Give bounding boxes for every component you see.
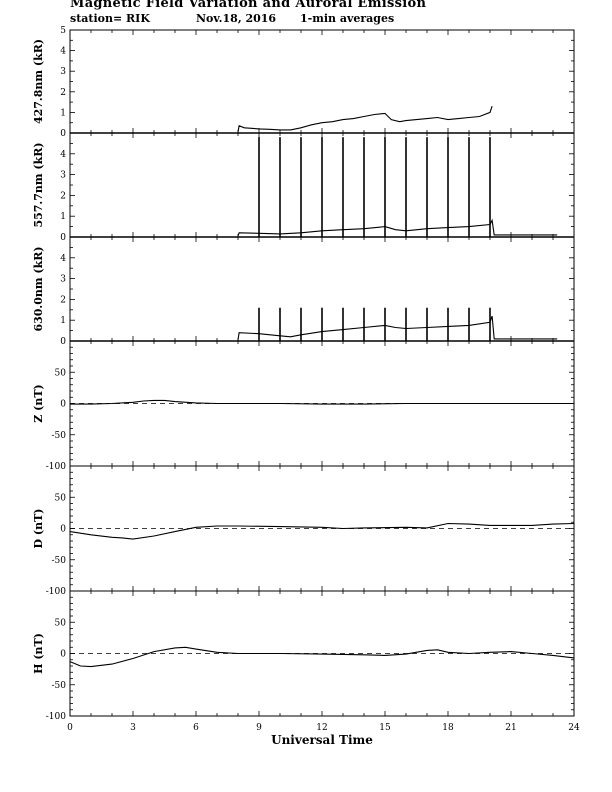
- y-tick-label: -100: [46, 587, 66, 597]
- series-line: [69, 522, 575, 540]
- y-tick-label: 0: [60, 129, 66, 139]
- x-tick-label: 12: [316, 723, 327, 733]
- station-label: station= RIK: [70, 12, 150, 25]
- x-tick-label: 9: [256, 723, 262, 733]
- y-tick-label: 2: [60, 295, 66, 305]
- y-tick-label: 0: [60, 650, 66, 660]
- y-tick-label: -50: [52, 556, 67, 566]
- y-tick-label: 1: [60, 316, 66, 326]
- y-tick-label: 3: [60, 67, 66, 77]
- y-axis-label: H (nT): [32, 633, 45, 674]
- y-tick-label: 4: [60, 150, 66, 160]
- y-tick-label: 4: [60, 47, 66, 57]
- y-tick-label: 2: [60, 191, 66, 201]
- x-tick-label: 21: [505, 723, 516, 733]
- y-tick-label: 0: [60, 337, 66, 347]
- y-tick-label: 1: [60, 212, 66, 222]
- y-axis-label: 630.0nm (kR): [32, 246, 45, 331]
- y-axis-label: 557.7nm (kR): [32, 142, 45, 227]
- y-tick-label: 0: [60, 233, 66, 243]
- y-tick-label: 50: [55, 618, 67, 628]
- y-tick-label: 0: [60, 525, 66, 535]
- x-tick-label: 18: [442, 723, 454, 733]
- y-tick-label: 50: [55, 368, 67, 378]
- series-line: [69, 646, 575, 668]
- series-line: [237, 218, 558, 237]
- panel-frame: [69, 29, 575, 134]
- date-label: Nov.18, 2016: [196, 12, 277, 25]
- y-tick-label: -50: [52, 681, 67, 691]
- y-tick-label: -100: [46, 462, 66, 472]
- series-line: [237, 106, 493, 133]
- chart-title: Magnetic Field Variation and Auroral Emi…: [70, 0, 427, 11]
- y-axis-label: 427.8nm (kR): [32, 39, 45, 124]
- y-tick-label: 3: [60, 275, 66, 285]
- y-tick-label: 4: [60, 254, 66, 264]
- y-axis-label: D (nT): [32, 509, 45, 549]
- x-tick-label: 3: [130, 723, 136, 733]
- y-axis-label: Z (nT): [32, 384, 45, 422]
- y-tick-label: 5: [60, 26, 66, 36]
- chart-header: Magnetic Field Variation and Auroral Emi…: [0, 0, 612, 30]
- averaging-label: 1-min averages: [300, 12, 395, 25]
- x-tick-label: 24: [568, 723, 580, 733]
- y-tick-label: -50: [52, 431, 67, 441]
- series-line: [70, 399, 574, 405]
- x-tick-label: 6: [193, 723, 199, 733]
- x-tick-label: 0: [67, 723, 73, 733]
- y-tick-label: 1: [60, 108, 66, 118]
- x-axis-label: Universal Time: [271, 733, 373, 747]
- y-tick-label: 0: [60, 400, 66, 410]
- y-tick-label: 50: [55, 493, 67, 503]
- y-tick-label: 3: [60, 171, 66, 181]
- x-tick-label: 15: [379, 723, 391, 733]
- series-line: [237, 315, 558, 341]
- y-tick-label: 2: [60, 88, 66, 98]
- y-tick-label: -100: [46, 712, 66, 722]
